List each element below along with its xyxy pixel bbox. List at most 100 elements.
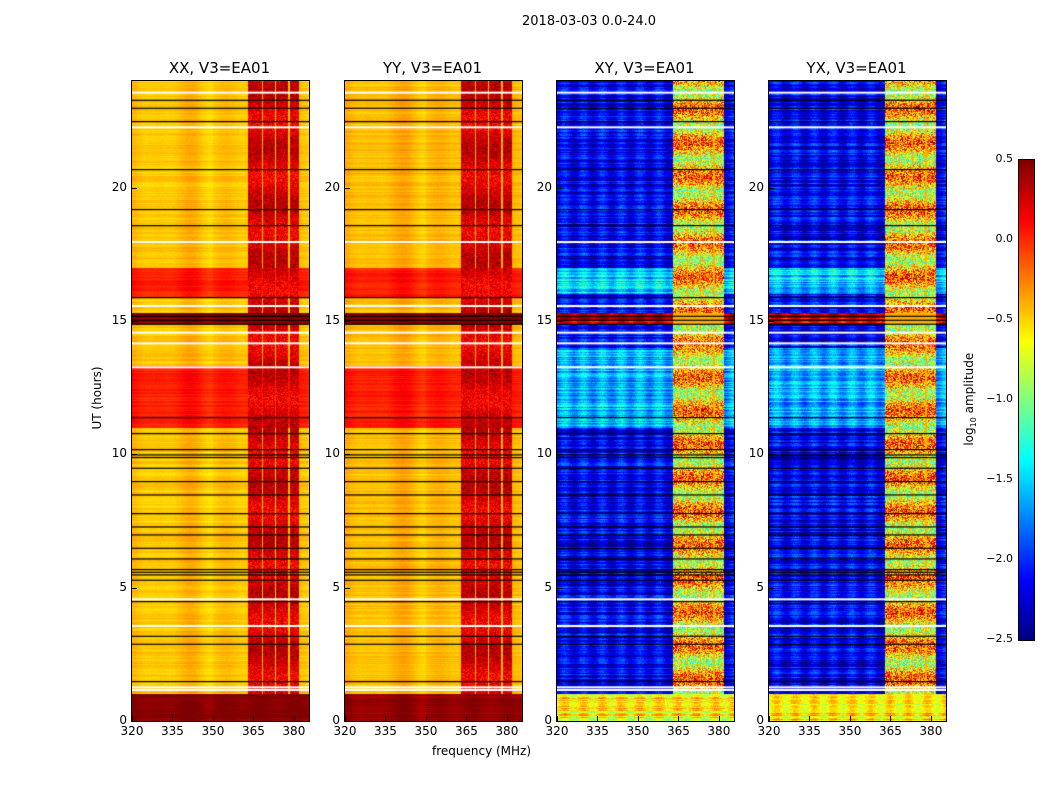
y-tick-mark [557, 187, 562, 189]
y-tick-label: 0 [756, 713, 764, 727]
x-tick-mark [597, 716, 599, 721]
panel-title: XY, V3=EA01 [594, 59, 695, 77]
x-tick-label: 380 [919, 724, 943, 738]
panel-title: XX, V3=EA01 [168, 59, 271, 77]
x-tick-mark [849, 716, 851, 721]
x-tick-label: 335 [586, 724, 609, 738]
y-tick-mark [557, 454, 562, 456]
x-tick-mark [132, 716, 133, 721]
x-axis-label: frequency (MHz) [432, 744, 532, 758]
colorbar-tick-label: 0.5 [995, 152, 1014, 165]
y-tick-mark [132, 187, 137, 189]
y-tick-mark [132, 321, 137, 322]
y-tick-label: 20 [748, 179, 764, 194]
colorbar-tick-label: −1.0 [986, 392, 1013, 405]
x-tick-label: 365 [878, 724, 902, 738]
x-tick-label: 335 [161, 724, 184, 738]
y-tick-mark [557, 321, 562, 322]
x-tick-mark [678, 716, 680, 721]
colorbar-tick-label: −2.5 [986, 632, 1013, 645]
x-tick-label: 320 [120, 724, 144, 738]
y-tick-label: 15 [536, 313, 552, 327]
y-tick-mark [345, 721, 350, 722]
y-tick-mark [769, 721, 774, 722]
x-tick-label: 365 [454, 724, 478, 738]
y-tick-label: 5 [119, 579, 127, 594]
y-tick-label: 5 [544, 579, 552, 594]
heatmap-image [345, 81, 522, 721]
x-tick-label: 350 [201, 724, 225, 738]
x-tick-mark [212, 716, 214, 721]
x-tick-mark [345, 716, 346, 721]
x-tick-label: 350 [626, 724, 650, 738]
heatmap-panel-2 [556, 80, 735, 722]
x-tick-label: 320 [757, 724, 781, 738]
y-tick-label: 15 [324, 313, 340, 327]
y-tick-mark [769, 454, 774, 456]
y-tick-label: 0 [332, 713, 340, 727]
y-tick-mark [132, 454, 137, 456]
x-tick-mark [466, 716, 468, 721]
y-tick-label: 10 [111, 446, 127, 461]
heatmap-image [557, 81, 734, 721]
heatmap-image [132, 81, 309, 721]
y-tick-label: 0 [119, 713, 127, 727]
y-tick-mark [769, 587, 774, 589]
y-tick-label: 20 [536, 179, 552, 194]
y-tick-mark [345, 187, 350, 189]
x-tick-label: 335 [374, 724, 397, 738]
x-tick-label: 365 [241, 724, 265, 738]
x-tick-label: 350 [838, 724, 862, 738]
x-tick-mark [809, 716, 811, 721]
heatmap-panel-3 [768, 80, 947, 722]
colorbar-tick-label: −0.5 [986, 312, 1013, 325]
x-tick-label: 350 [414, 724, 438, 738]
x-tick-mark [930, 716, 932, 721]
y-tick-label: 20 [111, 179, 127, 194]
figure-title: 2018-03-03 0.0-24.0 [522, 14, 656, 29]
y-tick-label: 10 [748, 446, 764, 461]
colorbar-label: log10 amplitude [961, 352, 979, 446]
y-tick-label: 5 [332, 579, 340, 594]
y-axis-label: UT (hours) [90, 366, 104, 430]
x-tick-mark [557, 716, 558, 721]
colorbar-tick-label: −1.5 [986, 472, 1013, 485]
colorbar [1018, 159, 1035, 641]
y-tick-label: 5 [756, 579, 764, 594]
x-tick-mark [890, 716, 892, 721]
x-tick-label: 380 [282, 724, 306, 738]
x-tick-mark [172, 716, 174, 721]
y-tick-label: 0 [544, 713, 552, 727]
x-tick-mark [718, 716, 720, 721]
y-tick-mark [557, 721, 562, 722]
x-tick-mark [769, 716, 770, 721]
heatmap-image [769, 81, 946, 721]
y-tick-label: 10 [536, 446, 552, 461]
y-tick-label: 15 [111, 313, 127, 327]
y-tick-label: 20 [324, 179, 340, 194]
x-tick-mark [506, 716, 508, 721]
y-tick-mark [132, 587, 137, 589]
x-tick-mark [637, 716, 639, 721]
x-tick-mark [293, 716, 295, 721]
heatmap-panel-0 [131, 80, 310, 722]
x-tick-mark [425, 716, 427, 721]
colorbar-tick-label: 0.0 [995, 232, 1014, 245]
x-tick-label: 335 [798, 724, 821, 738]
y-tick-label: 10 [324, 446, 340, 461]
x-tick-label: 365 [666, 724, 690, 738]
panel-title: YY, V3=EA01 [382, 59, 483, 77]
y-tick-mark [345, 454, 350, 456]
colorbar-gradient [1019, 160, 1034, 640]
x-tick-label: 320 [333, 724, 357, 738]
x-tick-mark [385, 716, 387, 721]
panel-title: YX, V3=EA01 [806, 59, 907, 77]
x-tick-label: 380 [707, 724, 731, 738]
y-tick-mark [345, 321, 350, 322]
x-tick-label: 380 [495, 724, 519, 738]
y-tick-label: 15 [748, 313, 764, 327]
y-tick-mark [345, 587, 350, 589]
heatmap-panel-1 [344, 80, 523, 722]
colorbar-tick-label: −2.0 [986, 552, 1013, 565]
